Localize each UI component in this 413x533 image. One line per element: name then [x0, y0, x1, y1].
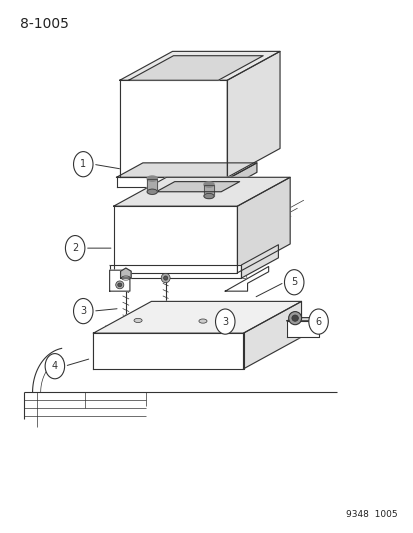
Text: 4: 4: [52, 361, 58, 371]
Circle shape: [45, 353, 64, 379]
Polygon shape: [114, 177, 290, 206]
Circle shape: [74, 298, 93, 324]
Bar: [204, 184, 214, 196]
Polygon shape: [227, 51, 279, 177]
Ellipse shape: [204, 193, 214, 199]
Ellipse shape: [117, 283, 121, 287]
Polygon shape: [243, 301, 301, 369]
Ellipse shape: [288, 312, 301, 325]
Polygon shape: [286, 321, 319, 336]
Circle shape: [65, 236, 85, 261]
Ellipse shape: [161, 273, 170, 283]
Circle shape: [215, 309, 235, 334]
Text: 2: 2: [72, 243, 78, 253]
Polygon shape: [156, 182, 239, 192]
Ellipse shape: [134, 318, 142, 322]
Polygon shape: [93, 301, 301, 333]
Circle shape: [284, 270, 303, 295]
Ellipse shape: [198, 319, 206, 323]
Polygon shape: [241, 245, 278, 278]
Text: 5: 5: [290, 277, 297, 287]
Polygon shape: [225, 266, 268, 291]
Text: 3: 3: [80, 306, 86, 316]
Bar: [147, 179, 157, 192]
Polygon shape: [237, 177, 290, 273]
Polygon shape: [109, 265, 241, 278]
Polygon shape: [119, 80, 227, 177]
Polygon shape: [116, 163, 256, 177]
Ellipse shape: [147, 176, 157, 181]
Ellipse shape: [116, 281, 123, 289]
Polygon shape: [286, 318, 325, 321]
Ellipse shape: [163, 276, 167, 280]
Ellipse shape: [291, 315, 298, 321]
Bar: [147, 179, 157, 192]
Ellipse shape: [147, 189, 157, 195]
Polygon shape: [119, 51, 279, 80]
Polygon shape: [114, 206, 237, 273]
Polygon shape: [109, 270, 130, 291]
Text: 6: 6: [315, 317, 321, 327]
Polygon shape: [120, 268, 131, 278]
Text: 1: 1: [80, 159, 86, 169]
Text: 3: 3: [222, 317, 228, 327]
Polygon shape: [230, 163, 256, 187]
Text: 9348  1005: 9348 1005: [345, 511, 397, 519]
Circle shape: [308, 309, 328, 334]
Polygon shape: [116, 177, 230, 187]
Ellipse shape: [204, 182, 214, 187]
Polygon shape: [93, 333, 243, 369]
Circle shape: [74, 151, 93, 177]
Text: 8-1005: 8-1005: [20, 17, 69, 31]
Polygon shape: [128, 56, 263, 80]
Bar: [204, 184, 214, 196]
